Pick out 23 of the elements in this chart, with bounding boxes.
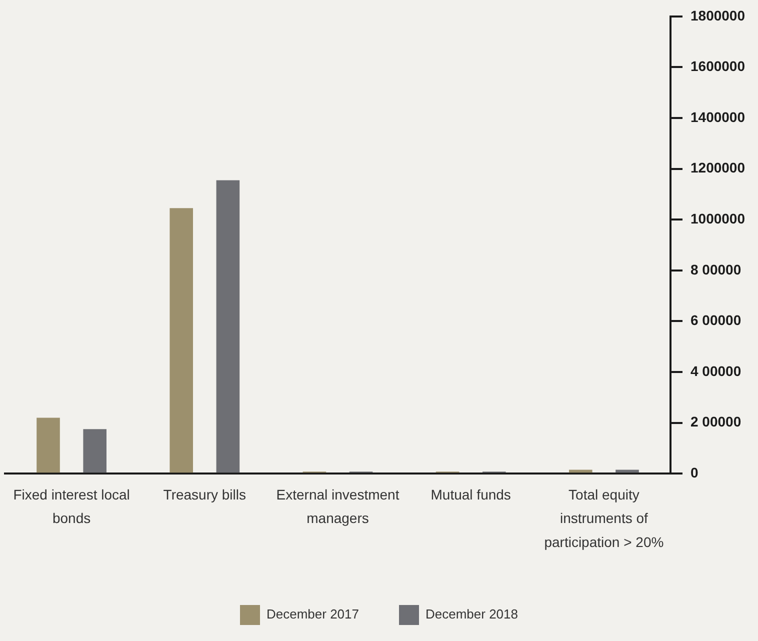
y-tick-label: 1000000 bbox=[690, 210, 746, 226]
y-tick-label: 4 00000 bbox=[690, 362, 742, 379]
y-tick-label: 1600000 bbox=[690, 58, 746, 74]
bar bbox=[616, 470, 639, 473]
x-tick-label: Fixed interest local bonds bbox=[13, 486, 130, 526]
y-tick-label: 1200000 bbox=[690, 160, 746, 176]
y-tick-label: 2 00000 bbox=[690, 414, 742, 430]
bar bbox=[170, 208, 194, 473]
y-tick-label: 1800000 bbox=[690, 7, 746, 24]
y-tick-label: 0 bbox=[690, 464, 698, 480]
bar bbox=[216, 180, 240, 473]
y-tick-label: 6 00000 bbox=[690, 312, 742, 328]
y-tick-label: 1400000 bbox=[690, 108, 746, 125]
y-tick-label: 8 00000 bbox=[690, 261, 742, 278]
legend-label: December 2018 bbox=[426, 606, 518, 622]
x-tick-label: Treasury bills bbox=[163, 486, 246, 502]
bar bbox=[83, 429, 106, 473]
x-tick-label: Mutual funds bbox=[430, 486, 511, 502]
bar bbox=[569, 470, 592, 473]
x-tick-label: Total equity instruments of participation > 20% bbox=[544, 486, 664, 550]
legend-label: December 2017 bbox=[266, 606, 359, 622]
bar bbox=[36, 418, 60, 473]
x-tick-label: External investment managers bbox=[276, 486, 400, 526]
